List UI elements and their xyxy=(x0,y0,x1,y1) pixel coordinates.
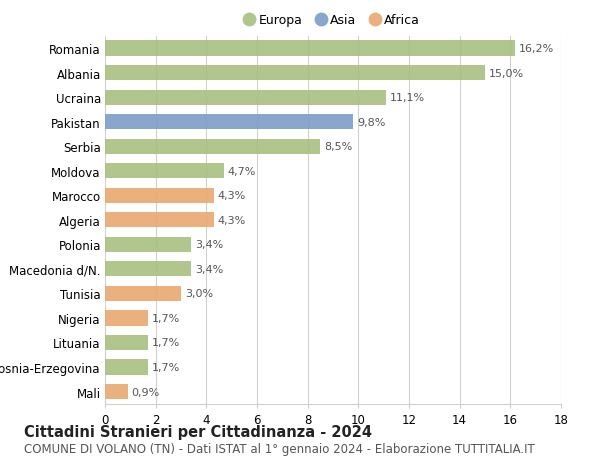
Text: 16,2%: 16,2% xyxy=(519,44,554,54)
Bar xyxy=(105,90,386,106)
Bar xyxy=(105,139,320,155)
Text: 0,9%: 0,9% xyxy=(131,386,160,397)
Text: 4,3%: 4,3% xyxy=(218,191,246,201)
Legend: Europa, Asia, Africa: Europa, Asia, Africa xyxy=(244,12,422,30)
Text: 1,7%: 1,7% xyxy=(152,338,180,348)
Bar xyxy=(105,262,191,277)
Text: 4,3%: 4,3% xyxy=(218,215,246,225)
Bar xyxy=(105,359,148,375)
Bar xyxy=(105,213,214,228)
Text: 9,8%: 9,8% xyxy=(357,118,385,128)
Text: 3,4%: 3,4% xyxy=(195,240,223,250)
Bar xyxy=(105,237,191,252)
Text: 1,7%: 1,7% xyxy=(152,362,180,372)
Bar xyxy=(105,164,224,179)
Text: 8,5%: 8,5% xyxy=(324,142,352,152)
Text: 4,7%: 4,7% xyxy=(228,166,256,176)
Bar xyxy=(105,188,214,203)
Bar xyxy=(105,335,148,350)
Text: 1,7%: 1,7% xyxy=(152,313,180,323)
Text: 3,0%: 3,0% xyxy=(185,289,213,299)
Text: 3,4%: 3,4% xyxy=(195,264,223,274)
Bar xyxy=(105,311,148,326)
Bar xyxy=(105,41,515,56)
Bar xyxy=(105,384,128,399)
Text: COMUNE DI VOLANO (TN) - Dati ISTAT al 1° gennaio 2024 - Elaborazione TUTTITALIA.: COMUNE DI VOLANO (TN) - Dati ISTAT al 1°… xyxy=(24,442,535,454)
Text: 15,0%: 15,0% xyxy=(489,68,524,78)
Text: Cittadini Stranieri per Cittadinanza - 2024: Cittadini Stranieri per Cittadinanza - 2… xyxy=(24,425,372,440)
Bar xyxy=(105,286,181,302)
Bar xyxy=(105,115,353,130)
Text: 11,1%: 11,1% xyxy=(390,93,425,103)
Bar xyxy=(105,66,485,81)
